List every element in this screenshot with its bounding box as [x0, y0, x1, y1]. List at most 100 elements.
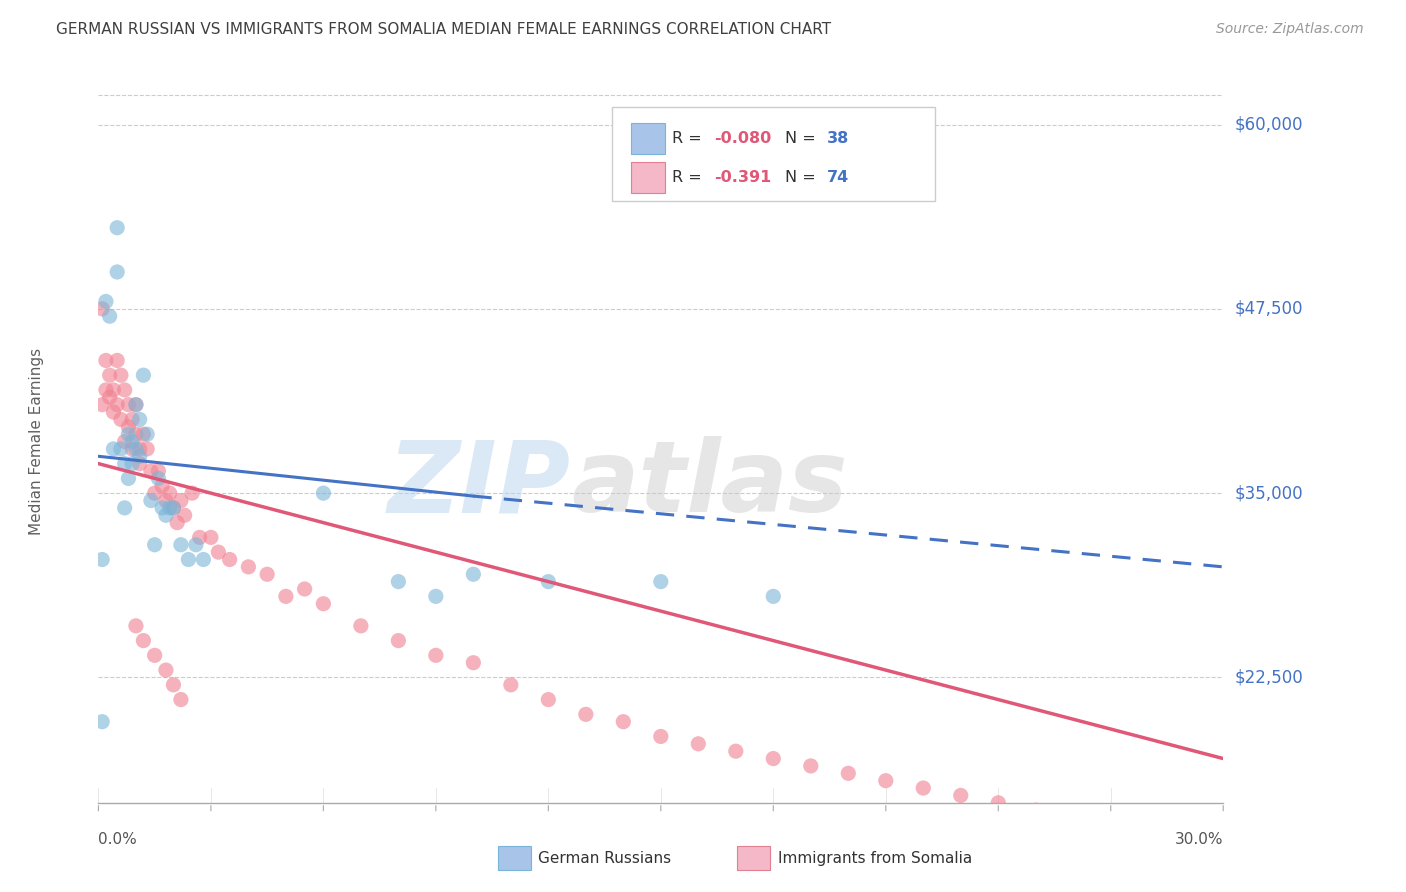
Point	[987, 796, 1010, 810]
Point	[875, 773, 897, 788]
Point	[170, 538, 193, 552]
Point	[1099, 818, 1122, 832]
Point	[162, 500, 184, 515]
Point	[117, 471, 139, 485]
Point	[105, 265, 128, 279]
Point	[98, 309, 121, 323]
Point	[181, 486, 204, 500]
Point	[105, 398, 128, 412]
Point	[312, 486, 335, 500]
Text: $60,000: $60,000	[1234, 116, 1303, 134]
Point	[103, 383, 125, 397]
Point	[148, 464, 170, 478]
Point	[166, 516, 188, 530]
Point	[688, 737, 710, 751]
Text: 38: 38	[827, 131, 849, 146]
Text: -0.080: -0.080	[714, 131, 772, 146]
Point	[139, 464, 162, 478]
Point	[143, 486, 166, 500]
Point	[148, 471, 170, 485]
Point	[91, 714, 114, 729]
Point	[177, 552, 200, 566]
Point	[121, 434, 143, 449]
Text: N =: N =	[785, 131, 821, 146]
Point	[103, 405, 125, 419]
Point	[162, 678, 184, 692]
Point	[1137, 825, 1160, 839]
Point	[463, 656, 485, 670]
Point	[912, 780, 935, 795]
Text: German Russians: German Russians	[538, 851, 672, 865]
Point	[612, 714, 634, 729]
Text: GERMAN RUSSIAN VS IMMIGRANTS FROM SOMALIA MEDIAN FEMALE EARNINGS CORRELATION CHA: GERMAN RUSSIAN VS IMMIGRANTS FROM SOMALI…	[56, 22, 831, 37]
Point	[193, 552, 215, 566]
Point	[105, 353, 128, 368]
Point	[155, 663, 177, 677]
Point	[155, 493, 177, 508]
Point	[128, 442, 150, 456]
Point	[117, 398, 139, 412]
Point	[800, 759, 823, 773]
Point	[143, 538, 166, 552]
Point	[132, 368, 155, 383]
Point	[170, 692, 193, 706]
Point	[837, 766, 859, 780]
Text: 74: 74	[827, 170, 849, 186]
Text: 0.0%: 0.0%	[98, 831, 138, 847]
Text: $22,500: $22,500	[1234, 668, 1303, 687]
Point	[150, 500, 173, 515]
Point	[150, 479, 173, 493]
Point	[98, 368, 121, 383]
Point	[110, 412, 132, 426]
Point	[256, 567, 278, 582]
Point	[117, 419, 139, 434]
Point	[762, 751, 785, 765]
Point	[350, 619, 373, 633]
Point	[114, 457, 136, 471]
Text: -0.391: -0.391	[714, 170, 772, 186]
Point	[125, 442, 148, 456]
Point	[91, 398, 114, 412]
Point	[173, 508, 195, 523]
Point	[128, 457, 150, 471]
Point	[94, 353, 117, 368]
Point	[143, 648, 166, 663]
Point	[312, 597, 335, 611]
Point	[155, 508, 177, 523]
Point	[117, 427, 139, 442]
Point	[425, 590, 447, 604]
Point	[537, 692, 560, 706]
Point	[136, 442, 159, 456]
Text: $35,000: $35,000	[1234, 484, 1303, 502]
Point	[1025, 803, 1047, 817]
Point	[463, 567, 485, 582]
Point	[294, 582, 316, 596]
Point	[425, 648, 447, 663]
Point	[1174, 832, 1197, 847]
Point	[188, 530, 211, 544]
Text: 30.0%: 30.0%	[1175, 831, 1223, 847]
Point	[91, 552, 114, 566]
Point	[125, 398, 148, 412]
Point	[136, 427, 159, 442]
Point	[650, 574, 672, 589]
Text: Median Female Earnings: Median Female Earnings	[30, 348, 44, 535]
Point	[121, 412, 143, 426]
Point	[98, 390, 121, 404]
Point	[94, 383, 117, 397]
Point	[575, 707, 598, 722]
Point	[218, 552, 240, 566]
Point	[103, 442, 125, 456]
Point	[162, 500, 184, 515]
Text: $47,500: $47,500	[1234, 300, 1303, 318]
Point	[114, 500, 136, 515]
Point	[184, 538, 207, 552]
Point	[159, 500, 181, 515]
Point	[128, 412, 150, 426]
Point	[949, 789, 972, 803]
Point	[724, 744, 747, 758]
Point	[125, 398, 148, 412]
Text: Source: ZipAtlas.com: Source: ZipAtlas.com	[1216, 22, 1364, 37]
Point	[238, 560, 260, 574]
Point	[132, 633, 155, 648]
